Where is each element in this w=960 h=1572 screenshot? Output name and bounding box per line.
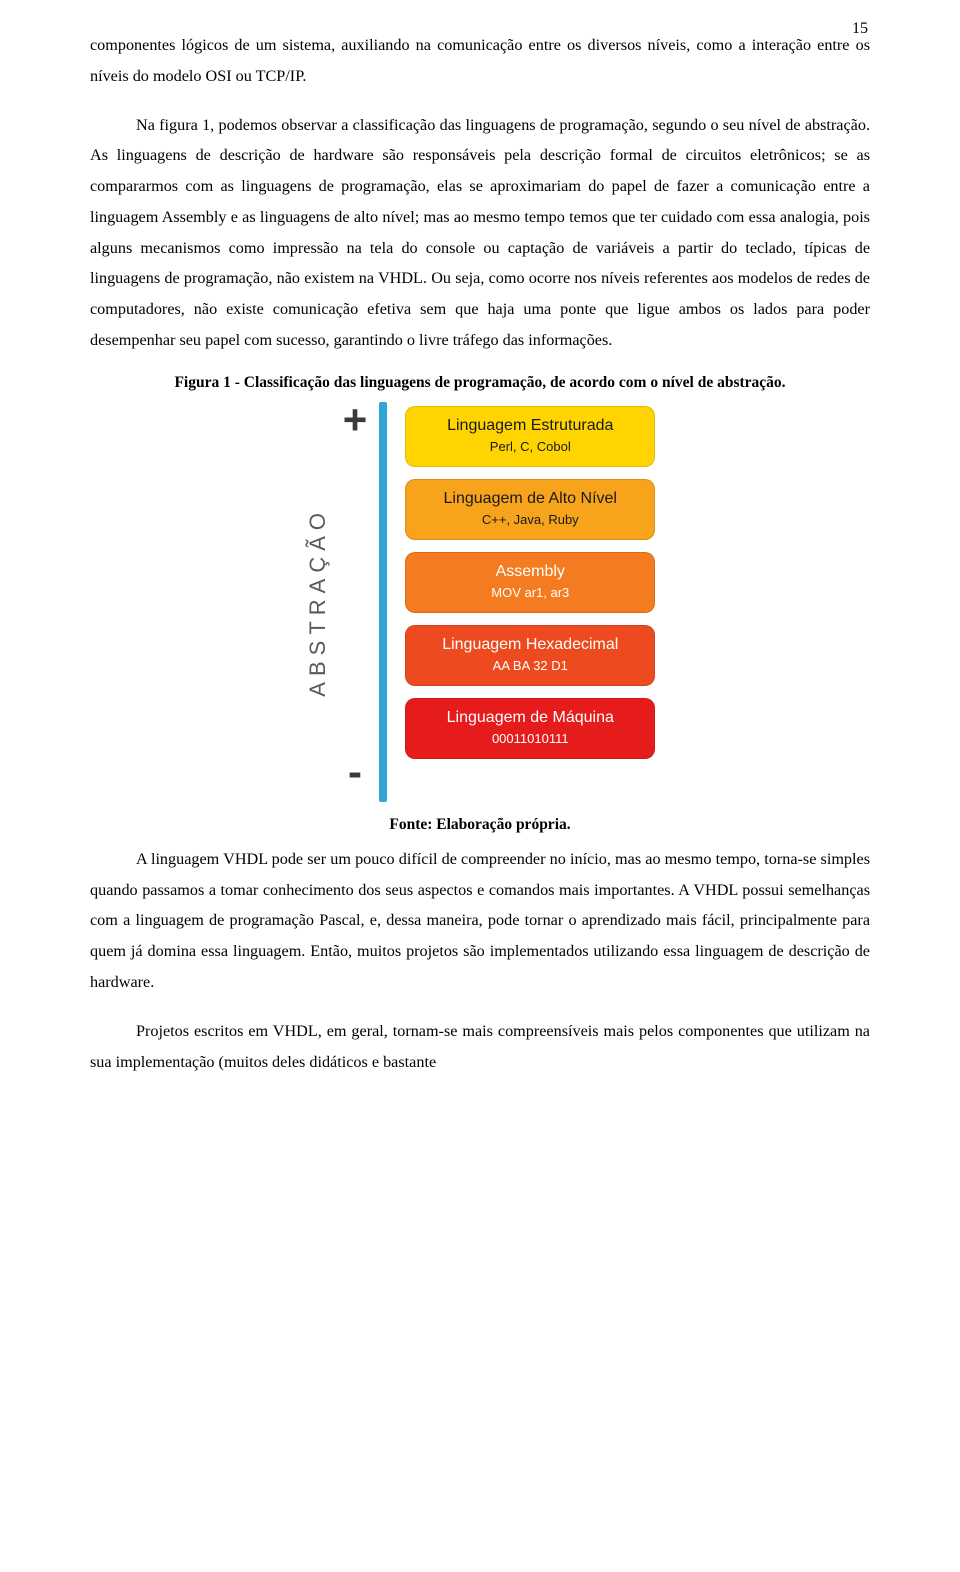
- plus-minus-scale: + -: [343, 384, 368, 820]
- axis-label: ABSTRAÇÃO: [305, 507, 331, 697]
- level-box-0: Linguagem Estruturada Perl, C, Cobol: [405, 406, 655, 467]
- level-title: Linguagem de Alto Nível: [414, 490, 646, 508]
- level-title: Linguagem Hexadecimal: [414, 636, 646, 654]
- level-title: Assembly: [414, 563, 646, 581]
- level-sub: 00011010111: [414, 731, 646, 746]
- level-sub: Perl, C, Cobol: [414, 439, 646, 454]
- figure-row: ABSTRAÇÃO + - Linguagem Estruturada Perl…: [305, 402, 656, 802]
- figure-1: ABSTRAÇÃO + - Linguagem Estruturada Perl…: [90, 402, 870, 802]
- minus-icon: -: [348, 748, 362, 796]
- figure-source: Fonte: Elaboração própria.: [90, 816, 870, 834]
- level-box-2: Assembly MOV ar1, ar3: [405, 552, 655, 613]
- level-sub: AA BA 32 D1: [414, 658, 646, 673]
- axis-column: ABSTRAÇÃO + -: [305, 402, 388, 802]
- level-title: Linguagem Estruturada: [414, 417, 646, 435]
- level-box-4: Linguagem de Máquina 00011010111: [405, 698, 655, 759]
- level-box-3: Linguagem Hexadecimal AA BA 32 D1: [405, 625, 655, 686]
- plus-icon: +: [343, 396, 368, 444]
- page-number: 15: [852, 20, 868, 38]
- vertical-bar: [379, 402, 387, 802]
- paragraph-2: Na figura 1, podemos observar a classifi…: [90, 110, 870, 356]
- page: 15 componentes lógicos de um sistema, au…: [0, 0, 960, 1135]
- level-boxes: Linguagem Estruturada Perl, C, Cobol Lin…: [405, 402, 655, 802]
- level-sub: C++, Java, Ruby: [414, 512, 646, 527]
- level-title: Linguagem de Máquina: [414, 709, 646, 727]
- level-box-1: Linguagem de Alto Nível C++, Java, Ruby: [405, 479, 655, 540]
- level-sub: MOV ar1, ar3: [414, 585, 646, 600]
- paragraph-4: Projetos escritos em VHDL, em geral, tor…: [90, 1016, 870, 1078]
- figure-caption: Figura 1 - Classificação das linguagens …: [90, 374, 870, 392]
- paragraph-1: componentes lógicos de um sistema, auxil…: [90, 30, 870, 92]
- paragraph-3: A linguagem VHDL pode ser um pouco difíc…: [90, 844, 870, 998]
